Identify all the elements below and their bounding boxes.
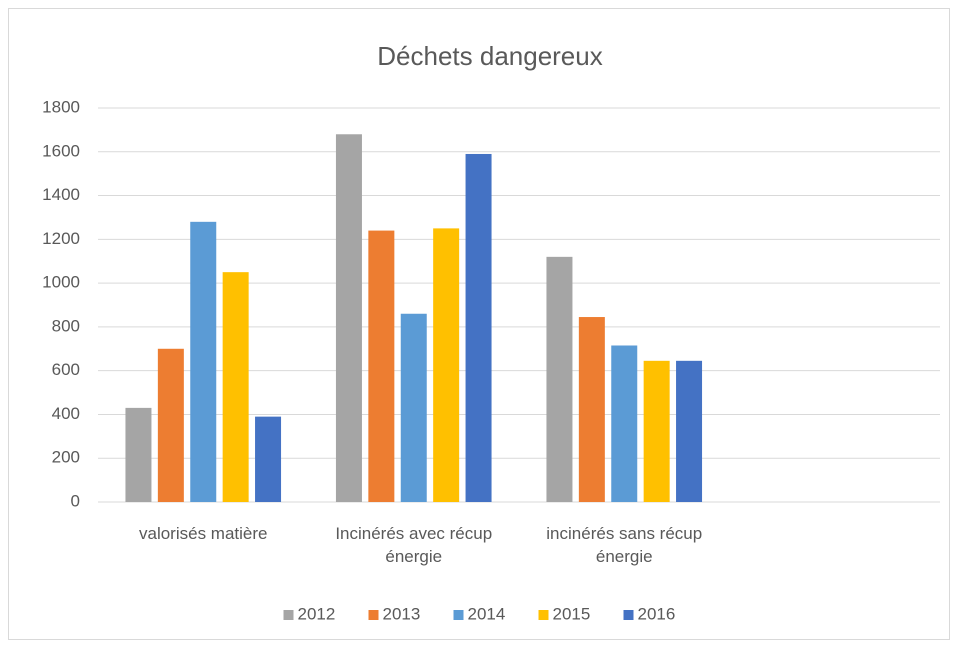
x-tick-label: Incinérés avec récup énergie bbox=[335, 524, 493, 566]
bar bbox=[222, 272, 249, 502]
bar bbox=[368, 230, 395, 503]
y-tick-label: 400 bbox=[52, 404, 80, 423]
legend-label: 2014 bbox=[468, 604, 506, 623]
y-tick-label: 1200 bbox=[42, 229, 80, 248]
bar bbox=[465, 153, 492, 502]
y-tick-label: 1800 bbox=[42, 97, 80, 116]
bar bbox=[433, 228, 460, 502]
y-tick-label: 1400 bbox=[42, 185, 80, 204]
y-tick-label: 600 bbox=[52, 360, 80, 379]
legend-label: 2015 bbox=[553, 604, 591, 623]
y-tick-label: 800 bbox=[52, 316, 80, 335]
legend-swatch bbox=[368, 610, 379, 620]
legend-label: 2013 bbox=[383, 604, 421, 623]
y-tick-label: 1000 bbox=[42, 273, 80, 292]
bar bbox=[125, 407, 152, 502]
bar bbox=[611, 345, 638, 502]
legend-swatch bbox=[623, 610, 634, 620]
legend-swatch bbox=[453, 610, 464, 620]
legend-label: 2016 bbox=[638, 604, 676, 623]
chart-title: Déchets dangereux bbox=[377, 41, 602, 71]
legend-label: 2012 bbox=[298, 604, 336, 623]
y-tick-label: 200 bbox=[52, 448, 80, 467]
legend-swatch bbox=[538, 610, 549, 620]
bar bbox=[335, 134, 362, 502]
bar bbox=[546, 256, 573, 502]
bar bbox=[643, 360, 670, 502]
bar bbox=[676, 360, 703, 502]
bar bbox=[578, 317, 605, 502]
y-tick-label: 0 bbox=[71, 491, 80, 510]
y-tick-label: 1600 bbox=[42, 141, 80, 160]
legend-swatch bbox=[283, 610, 294, 620]
bar bbox=[157, 348, 184, 502]
x-tick-label: valorisés matière bbox=[139, 524, 268, 543]
bar bbox=[255, 416, 282, 502]
bar bbox=[190, 221, 217, 503]
bar bbox=[400, 313, 427, 502]
x-tick-label: incinérés sans récup énergie bbox=[546, 524, 703, 566]
